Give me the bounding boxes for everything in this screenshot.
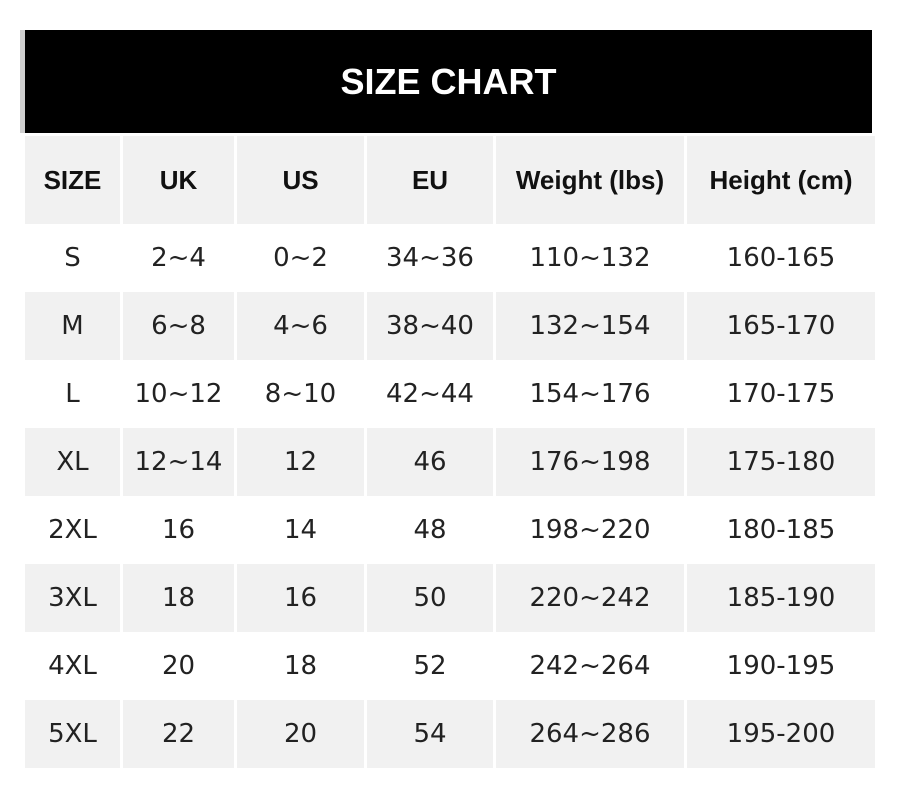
cell-eu: 54	[367, 700, 493, 768]
cell-weight: 176~198	[496, 428, 684, 496]
cell-eu: 48	[413, 515, 447, 545]
cell-height: 180-185	[726, 515, 836, 545]
cell-size: 3XL	[25, 564, 120, 632]
cell-height: 160-165	[726, 243, 836, 273]
cell-height: 175-180	[687, 428, 875, 496]
cell-eu: 50	[367, 564, 493, 632]
cell-eu: 42~44	[386, 379, 474, 409]
cell-us: 16	[237, 564, 364, 632]
cell-uk: 16	[161, 515, 196, 545]
header-shadow	[20, 30, 26, 133]
cell-weight: 198~220	[529, 515, 651, 545]
cell-us: 0~2	[273, 243, 328, 273]
cell-us: 18	[283, 651, 318, 681]
cell-size: 2XL	[48, 515, 97, 545]
table-row: 4XL 20 18 52 242~264 190-195	[25, 632, 875, 700]
cell-eu: 46	[367, 428, 493, 496]
column-header-uk: UK	[123, 136, 234, 224]
table-row: 3XL 18 16 50 220~242 185-190	[25, 564, 875, 632]
cell-uk: 12~14	[123, 428, 234, 496]
cell-weight: 242~264	[529, 651, 651, 681]
cell-weight: 264~286	[496, 700, 684, 768]
cell-uk: 18	[123, 564, 234, 632]
column-header-size: SIZE	[25, 136, 120, 224]
cell-uk: 2~4	[151, 243, 206, 273]
table-row: XL 12~14 12 46 176~198 175-180	[25, 428, 875, 496]
table-header-row: SIZE UK US EU Weight (lbs) Height (cm)	[25, 136, 875, 224]
cell-eu: 38~40	[367, 292, 493, 360]
size-table: SIZE UK US EU Weight (lbs) Height (cm) S 2~4 0~…	[22, 136, 878, 768]
cell-size: M	[25, 292, 120, 360]
cell-us: 20	[237, 700, 364, 768]
table-row: 5XL 22 20 54 264~286 195-200	[25, 700, 875, 768]
cell-us: 14	[283, 515, 318, 545]
cell-size: 5XL	[25, 700, 120, 768]
cell-uk: 10~12	[134, 379, 223, 409]
cell-us: 4~6	[237, 292, 364, 360]
table-row: S 2~4 0~2 34~36 110~132 160-165	[25, 224, 875, 292]
cell-height: 185-190	[687, 564, 875, 632]
cell-us: 8~10	[264, 379, 337, 409]
cell-uk: 6~8	[123, 292, 234, 360]
cell-eu: 34~36	[386, 243, 474, 273]
cell-uk: 20	[161, 651, 196, 681]
column-header-eu: EU	[367, 136, 493, 224]
cell-eu: 52	[413, 651, 447, 681]
cell-weight: 132~154	[496, 292, 684, 360]
cell-height: 165-170	[687, 292, 875, 360]
size-chart-title: SIZE CHART	[25, 30, 872, 133]
cell-weight: 154~176	[529, 379, 651, 409]
cell-height: 170-175	[726, 379, 836, 409]
column-header-weight: Weight (lbs)	[496, 136, 684, 224]
cell-weight: 110~132	[529, 243, 651, 273]
cell-size: XL	[25, 428, 120, 496]
cell-height: 195-200	[687, 700, 875, 768]
cell-size: L	[65, 379, 80, 409]
column-header-us: US	[237, 136, 364, 224]
cell-height: 190-195	[726, 651, 836, 681]
column-header-height: Height (cm)	[687, 136, 875, 224]
table-row: 2XL 16 14 48 198~220 180-185	[25, 496, 875, 564]
cell-weight: 220~242	[496, 564, 684, 632]
cell-uk: 22	[123, 700, 234, 768]
cell-size: S	[64, 243, 81, 273]
cell-us: 12	[237, 428, 364, 496]
table-row: L 10~12 8~10 42~44 154~176 170-175	[25, 360, 875, 428]
cell-size: 4XL	[48, 651, 97, 681]
table-row: M 6~8 4~6 38~40 132~154 165-170	[25, 292, 875, 360]
